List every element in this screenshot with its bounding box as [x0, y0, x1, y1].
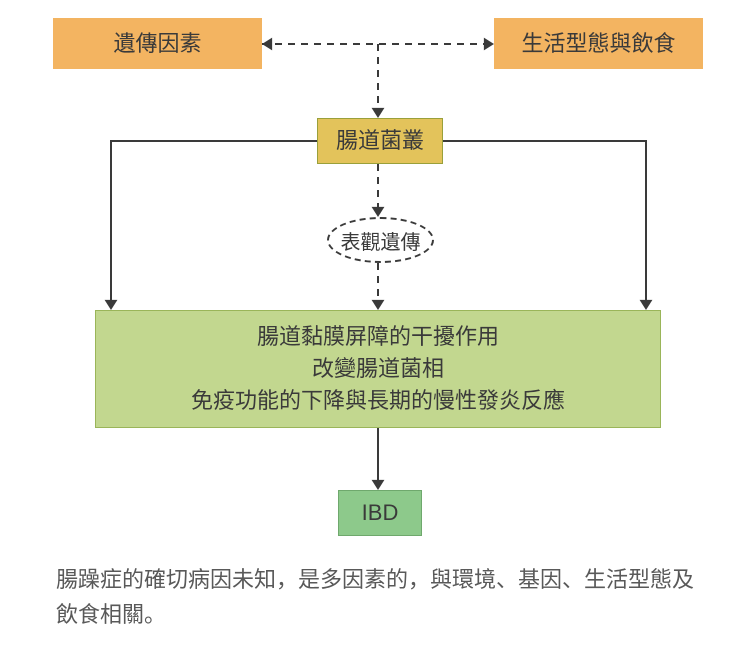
node-effects: 腸道黏膜屏障的干擾作用 改變腸道菌相 免疫功能的下降與長期的慢性發炎反應 — [95, 310, 661, 428]
node-ibd: IBD — [338, 490, 422, 536]
node-label: 遺傳因素 — [113, 28, 201, 60]
node-label: 腸道黏膜屏障的干擾作用 改變腸道菌相 免疫功能的下降與長期的慢性發炎反應 — [191, 321, 565, 417]
node-label: 生活型態與飲食 — [521, 28, 675, 60]
caption-content: 腸躁症的確切病因未知，是多因素的，與環境、基因、生活型態及飲食相關。 — [56, 567, 694, 627]
node-label: IBD — [362, 497, 399, 529]
node-genetic-factors: 遺傳因素 — [53, 18, 262, 69]
node-lifestyle-diet: 生活型態與飲食 — [494, 18, 703, 69]
caption-text: 腸躁症的確切病因未知，是多因素的，與環境、基因、生活型態及飲食相關。 — [52, 562, 712, 632]
diagram-container: 遺傳因素 生活型態與飲食 腸道菌叢 表觀遺傳 腸道黏膜屏障的干擾作用 改變腸道菌… — [0, 0, 756, 653]
node-epigenetics: 表觀遺傳 — [327, 217, 434, 263]
node-label: 腸道菌叢 — [336, 125, 424, 157]
node-gut-microbiota: 腸道菌叢 — [317, 118, 443, 164]
node-label: 表觀遺傳 — [341, 226, 421, 255]
